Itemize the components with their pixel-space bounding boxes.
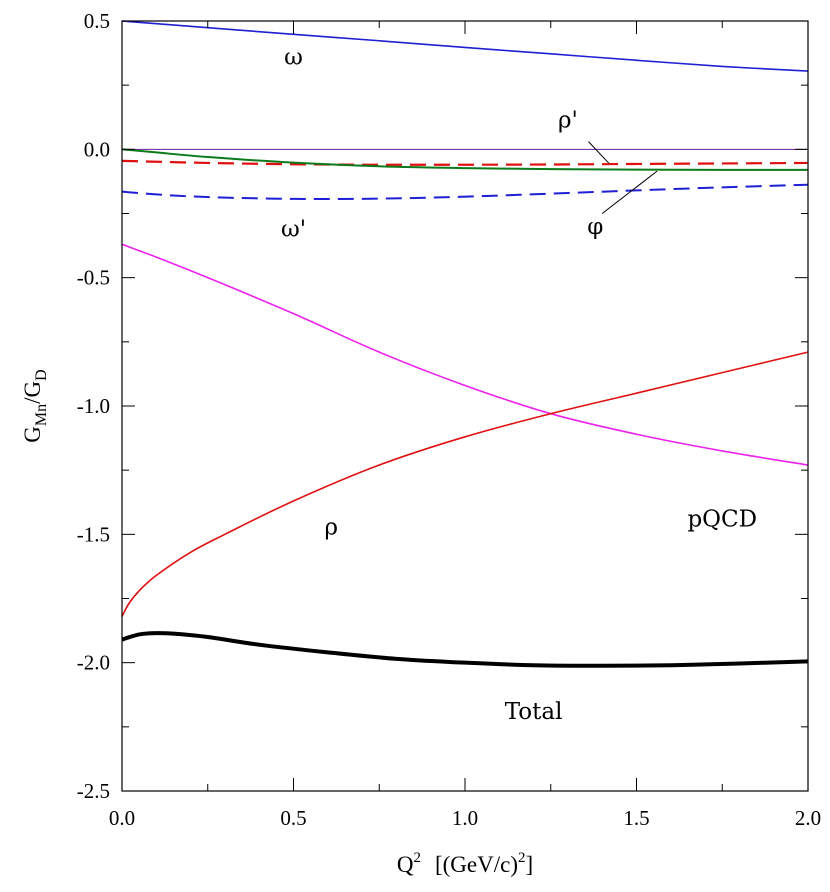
series-line-3 <box>121 148 809 171</box>
leader-line-1 <box>601 170 658 214</box>
y-tick-label: -1.5 <box>77 522 110 546</box>
series-label-0: ω <box>284 45 303 71</box>
series-label-6: Total <box>505 699 563 725</box>
plot-area <box>121 20 809 668</box>
series-labels: ω ρ' ω' φ pQCD ρ Total <box>281 45 757 726</box>
series-label-2: ω' <box>281 217 306 243</box>
series-label-5: ρ <box>324 514 338 540</box>
x-tick-label: 1.0 <box>452 806 478 830</box>
x-axis-title: Q2 [(GeV/c)2] <box>397 850 533 877</box>
axis-tick-labels: 0.0 0.5 1.0 1.5 2.0 0.5 0.0 -0.5 -1.0 -1.5 -2.0 -2.… <box>77 9 821 830</box>
y-tick-label: -2.5 <box>77 779 110 803</box>
y-tick-label: 0.5 <box>84 9 110 33</box>
x-tick-label: 2.0 <box>795 806 821 830</box>
series-line-7 <box>121 631 809 668</box>
y-tick-label: -2.0 <box>77 651 110 675</box>
series-line-2 <box>121 159 809 166</box>
plot-frame <box>121 20 809 792</box>
leader-line-0 <box>588 141 610 164</box>
series-label-4: pQCD <box>687 507 757 533</box>
axis-ticks <box>121 20 809 792</box>
series-line-5 <box>121 243 809 466</box>
series-label-1: ρ' <box>558 108 578 134</box>
series-line-0 <box>121 20 809 72</box>
x-tick-label: 0.5 <box>280 806 306 830</box>
y-tick-label: 0.0 <box>84 137 110 161</box>
y-tick-label: -1.0 <box>77 394 110 418</box>
y-axis-title: GMn/GD <box>20 369 50 442</box>
x-tick-label: 1.5 <box>623 806 649 830</box>
y-tick-label: -0.5 <box>77 266 110 290</box>
series-label-3: φ <box>587 214 603 240</box>
series-line-6 <box>121 351 809 617</box>
series-line-4 <box>121 183 809 201</box>
x-tick-label: 0.0 <box>109 806 135 830</box>
